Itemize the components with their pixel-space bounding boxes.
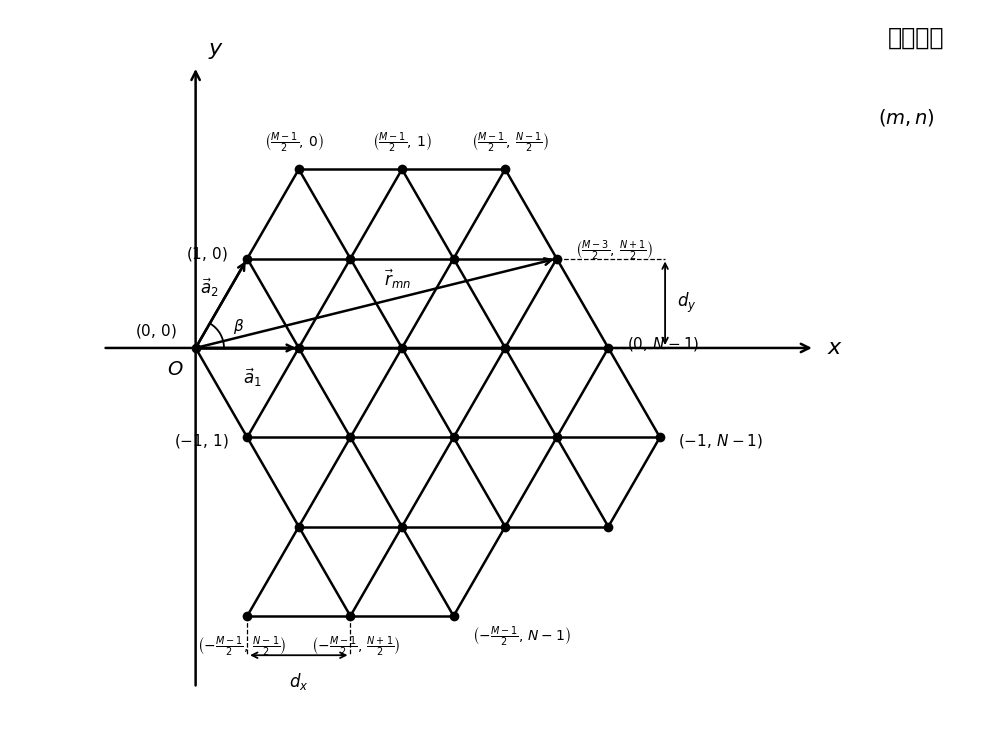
Text: $d_y$: $d_y$	[677, 291, 697, 315]
Text: $y$: $y$	[208, 41, 224, 61]
Text: $\left(\frac{M-3}{2},\,\frac{N+1}{2}\right)$: $\left(\frac{M-3}{2},\,\frac{N+1}{2}\rig…	[575, 238, 653, 263]
Text: $\vec{a}_2$: $\vec{a}_2$	[200, 277, 218, 299]
Text: $\left(-\frac{M-1}{2},\,N-1\right)$: $\left(-\frac{M-1}{2},\,N-1\right)$	[472, 624, 571, 649]
Text: $x$: $x$	[827, 338, 843, 358]
Text: $\left(\frac{M-1}{2},\,\frac{N-1}{2}\right)$: $\left(\frac{M-1}{2},\,\frac{N-1}{2}\rig…	[471, 130, 549, 155]
Text: $\left(\frac{M-1}{2},\,0\right)$: $\left(\frac{M-1}{2},\,0\right)$	[264, 130, 323, 155]
Text: $\left(\frac{M-1}{2},\,1\right)$: $\left(\frac{M-1}{2},\,1\right)$	[372, 130, 432, 155]
Text: $\vec{r}_{mn}$: $\vec{r}_{mn}$	[384, 267, 411, 291]
Text: $\left(-\frac{M-1}{2},\,\frac{N-1}{2}\right)$: $\left(-\frac{M-1}{2},\,\frac{N-1}{2}\ri…	[197, 635, 287, 659]
Text: $(-1,\,1)$: $(-1,\,1)$	[174, 432, 229, 450]
Text: $(1,\,0)$: $(1,\,0)$	[186, 246, 229, 263]
Text: $(m,n)$: $(m,n)$	[878, 107, 935, 128]
Text: $(0,\,N-1)$: $(0,\,N-1)$	[627, 335, 699, 353]
Text: $\beta$: $\beta$	[233, 317, 244, 336]
Text: $O$: $O$	[167, 360, 183, 379]
Text: $(-1,\,N-1)$: $(-1,\,N-1)$	[678, 432, 764, 450]
Text: $(0,\,0)$: $(0,\,0)$	[135, 321, 177, 340]
Text: $\vec{a}_1$: $\vec{a}_1$	[243, 367, 262, 389]
Text: $d_x$: $d_x$	[289, 670, 309, 692]
Text: $\left(-\frac{M-1}{2},\,\frac{N+1}{2}\right)$: $\left(-\frac{M-1}{2},\,\frac{N+1}{2}\ri…	[311, 635, 400, 659]
Text: 阵元编号: 阵元编号	[888, 26, 944, 51]
